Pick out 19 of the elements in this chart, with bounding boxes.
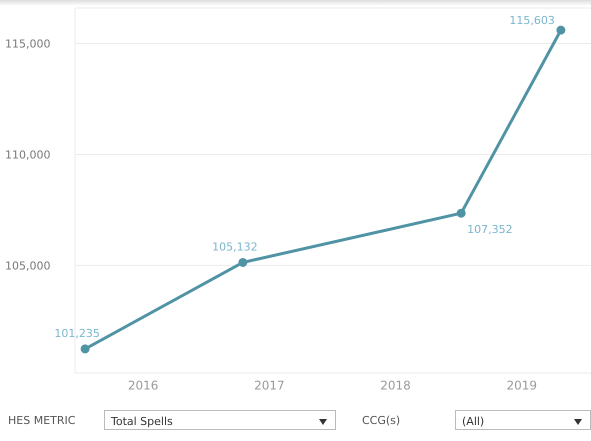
data-label: 107,352 [467,223,513,236]
point [456,208,466,218]
y-tick-label: 115,000 [5,37,50,50]
data-label: 101,235 [54,326,100,340]
x-tick-label: 2018 [380,378,411,393]
y-tick-label: 105,000 [5,259,50,272]
point [80,344,90,354]
text: (All) [462,415,484,428]
data-label: 105,132 [212,240,258,254]
x-tick-label: 2019 [506,378,538,393]
data-label: 115,603 [509,14,555,28]
point [556,26,566,35]
text: CCG(s) [362,414,400,427]
text: HES METRIC [8,414,76,427]
text: Total Spells [111,415,173,428]
point [238,258,248,267]
y-tick-label: 110,000 [5,148,50,162]
x-tick-label: 2017 [254,378,285,393]
x-tick-label: 2016 [128,378,158,393]
